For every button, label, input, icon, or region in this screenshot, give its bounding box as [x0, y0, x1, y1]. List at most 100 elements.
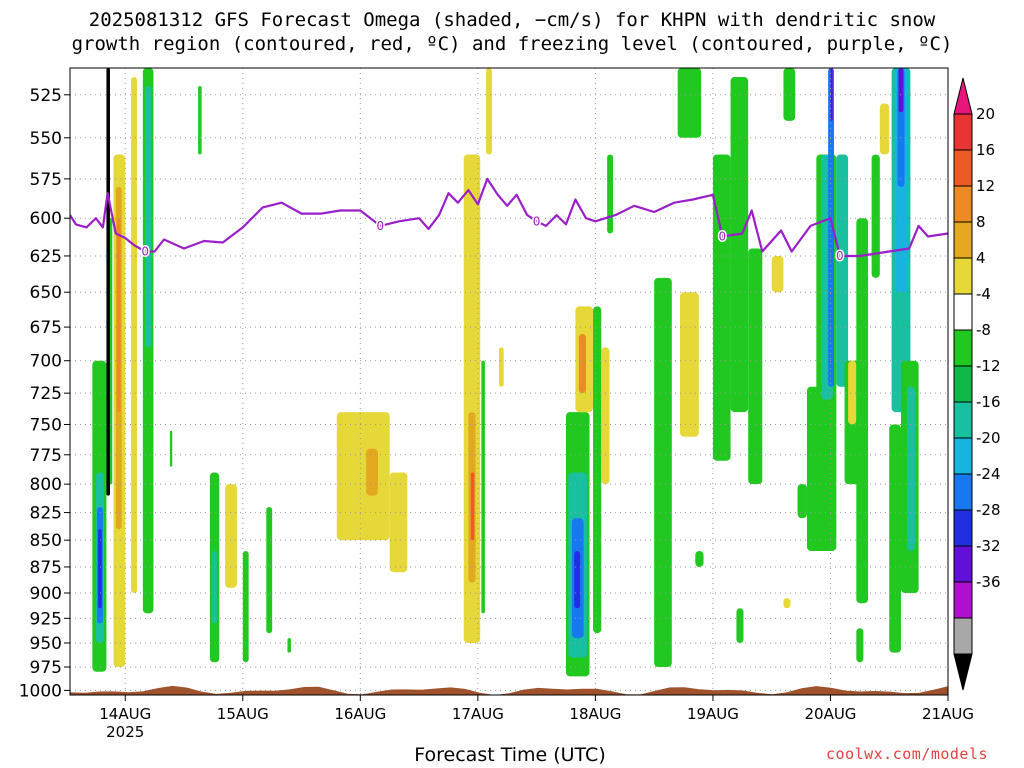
omega-shaded-region: [601, 347, 610, 485]
colorbar-label: -8: [976, 321, 991, 339]
x-tick-label: 19AUG: [687, 705, 739, 723]
y-tick-label: 1000: [19, 681, 62, 701]
omega-shaded-region: [783, 598, 791, 609]
omega-shaded-region: [906, 386, 916, 551]
omega-shaded-region: [499, 347, 504, 387]
colorbar-bin: [953, 365, 973, 403]
omega-shaded-region: [593, 306, 602, 634]
colorbar-bin: [953, 545, 973, 583]
omega-shaded-region: [695, 550, 704, 567]
colorbar-label: -32: [976, 537, 1001, 555]
y-tick-label: 900: [30, 584, 62, 604]
colorbar-label: -36: [976, 573, 1001, 591]
colorbar-label: 16: [976, 141, 995, 159]
omega-shaded-region: [389, 472, 408, 573]
colorbar-bin: [953, 581, 973, 619]
colorbar-label: -24: [976, 465, 1001, 483]
omega-shaded-region: [771, 255, 784, 293]
omega-shaded-region: [117, 218, 121, 413]
colorbar-bin: [953, 473, 973, 511]
omega-shaded-region: [336, 412, 390, 541]
omega-shaded-region: [481, 360, 485, 614]
omega-shaded-region: [889, 424, 901, 653]
omega-shaded-region: [871, 154, 880, 278]
freezing-contour-label: 0: [376, 219, 384, 233]
colorbar-label: 8: [976, 213, 986, 231]
omega-shaded-region: [486, 68, 492, 155]
omega-shaded-region: [748, 248, 763, 485]
colorbar-label: -20: [976, 429, 1001, 447]
colorbar-label: 12: [976, 177, 995, 195]
omega-shaded-region: [109, 218, 113, 485]
omega-shaded-region: [736, 608, 744, 643]
colorbar-bin: [953, 617, 973, 655]
credit-link[interactable]: coolwx.com/models: [826, 745, 989, 763]
y-tick-label: 975: [30, 658, 62, 678]
omega-shaded-region: [730, 77, 749, 413]
freezing-contour-label: 0: [836, 249, 844, 263]
omega-shaded-region: [287, 638, 291, 653]
omega-shaded-region: [856, 218, 869, 604]
omega-shaded-region: [783, 68, 796, 121]
colorbar-bin: [953, 329, 973, 367]
colorbar-bin: [953, 221, 973, 259]
omega-shaded-region: [106, 68, 110, 496]
x-tick-label: 15AUG: [217, 705, 269, 723]
y-tick-label: 725: [30, 384, 62, 404]
y-tick-label: 775: [30, 446, 62, 466]
omega-shaded-region: [830, 68, 833, 121]
y-tick-label: 825: [30, 504, 62, 524]
colorbar-label: 20: [976, 105, 995, 123]
y-tick-label: 875: [30, 558, 62, 578]
y-tick-label: 525: [30, 86, 62, 106]
colorbar-label: -16: [976, 393, 1001, 411]
x-tick-label: 20AUG: [804, 705, 856, 723]
freezing-level-line: [70, 177, 948, 258]
omega-shaded-region: [797, 484, 807, 519]
colorbar-label: -12: [976, 357, 1001, 375]
omega-shaded-region: [131, 77, 137, 594]
x-axis-title: Forecast Time (UTC): [414, 744, 606, 766]
omega-shaded-region: [470, 472, 475, 541]
colorbar-bin: [953, 293, 973, 331]
ground-surface: [70, 685, 948, 695]
colorbar-top-triangle: [953, 77, 973, 115]
omega-shaded-region: [98, 529, 102, 609]
omega-shaded-region: [712, 154, 731, 461]
chart-title-line-2: growth region (contoured, red, ºC) and f…: [71, 33, 953, 55]
x-year-label: 2025: [106, 723, 144, 741]
colorbar-bottom-triangle: [953, 653, 973, 691]
omega-shaded-region: [836, 154, 849, 387]
omega-shaded-region: [145, 85, 152, 348]
y-tick-label: 750: [30, 415, 62, 435]
y-axis-pressure: 525 550 575 600 625 650 675 700 725 750 775 800 825 8…: [19, 86, 70, 701]
omega-shaded-region: [169, 430, 173, 467]
y-tick-label: 600: [30, 209, 62, 229]
colorbar-bin: [953, 185, 973, 223]
y-tick-label: 625: [30, 247, 62, 267]
omega-shaded-region: [578, 333, 586, 394]
colorbar-bin: [953, 149, 973, 187]
colorbar-bin: [953, 509, 973, 547]
x-axis-time: 14AUG 15AUG 16AUG 17AUG 18AUG 19AUG 20AUG 21AUG…: [99, 695, 974, 741]
colorbar-bin: [953, 437, 973, 475]
x-tick-label: 14AUG: [99, 705, 151, 723]
x-tick-label: 18AUG: [569, 705, 621, 723]
omega-colorbar: 20 16 12 8 4 -4 -8 -12 -16 -20 -24 -28 -32 -36: [953, 77, 1001, 691]
omega-shaded-region: [607, 154, 614, 234]
colorbar-bin: [953, 257, 973, 295]
omega-shaded-region: [574, 550, 581, 609]
omega-shaded-region: [654, 277, 672, 667]
y-tick-label: 850: [30, 531, 62, 551]
freezing-contour-label: 0: [719, 230, 727, 244]
omega-shaded-region: [848, 360, 857, 425]
colorbar-label: -28: [976, 501, 1001, 519]
omega-shaded-region: [856, 628, 864, 663]
plot-background: [70, 68, 948, 695]
colorbar-label: 4: [976, 249, 986, 267]
omega-shaded-region: [879, 103, 890, 155]
ground-fill: [70, 685, 948, 695]
omega-shaded-region: [366, 448, 378, 496]
omega-shaded-region: [463, 154, 481, 643]
